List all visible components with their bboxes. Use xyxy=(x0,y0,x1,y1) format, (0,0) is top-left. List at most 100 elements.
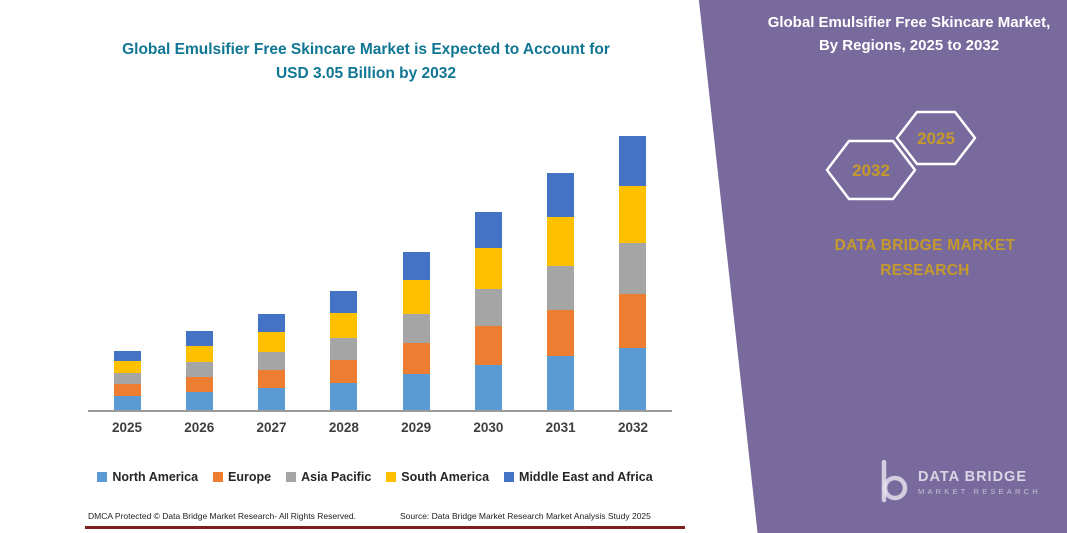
hexagon-2032-shape xyxy=(825,139,917,201)
bar-2029 xyxy=(402,251,430,410)
legend-label-north-america: North America xyxy=(112,470,199,484)
bar-slot-2028 xyxy=(321,291,367,410)
hex-year-2025: 2025 xyxy=(917,129,955,148)
legend-label-asia-pacific: Asia Pacific xyxy=(301,470,372,484)
legend-item-europe: Europe xyxy=(213,470,271,484)
segment-europe-2027 xyxy=(258,369,286,389)
segment-south-america-2029 xyxy=(402,280,430,314)
segment-middle-east-and-africa-2028 xyxy=(330,291,358,313)
dbmr-logo-icon xyxy=(881,460,908,503)
segment-asia-pacific-2027 xyxy=(258,351,286,370)
segment-middle-east-and-africa-2026 xyxy=(185,330,213,347)
bar-2027 xyxy=(258,313,286,410)
segment-asia-pacific-2025 xyxy=(113,373,141,384)
legend-swatch-middle-east-and-africa xyxy=(504,472,515,482)
bar-2032 xyxy=(619,135,647,410)
x-label-2029: 2029 xyxy=(401,420,432,435)
segment-south-america-2027 xyxy=(258,331,286,352)
segment-north-america-2031 xyxy=(547,356,575,410)
legend: North America Europe Asia Pacific South Ame… xyxy=(60,470,690,484)
segment-north-america-2030 xyxy=(474,365,502,410)
legend-item-middle-east-and-africa: Middle East and Africa xyxy=(504,470,653,484)
chart-title: Global Emulsifier Free Skincare Market i… xyxy=(122,41,610,83)
segment-south-america-2028 xyxy=(330,312,358,339)
segment-europe-2029 xyxy=(402,342,430,374)
legend-swatch-asia-pacific xyxy=(286,472,297,482)
bar-2030 xyxy=(474,212,502,410)
x-axis-labels: 2025 2026 2027 2028 2029 2030 2031 2032 xyxy=(88,420,672,435)
brand-text: DATA BRIDGE MARKET RESEARCH xyxy=(788,234,1062,284)
bar-2031 xyxy=(547,173,575,410)
bar-2028 xyxy=(330,291,358,410)
logo-name: DATA BRIDGE xyxy=(918,468,1028,485)
brand-line-2: RESEARCH xyxy=(880,261,970,279)
segment-middle-east-and-africa-2027 xyxy=(258,313,286,332)
segment-asia-pacific-2026 xyxy=(185,362,213,377)
segment-south-america-2025 xyxy=(113,360,141,374)
legend-swatch-north-america xyxy=(97,472,108,482)
segment-south-america-2031 xyxy=(547,216,575,267)
bar-slot-2025 xyxy=(104,350,150,410)
legend-item-north-america: North America xyxy=(97,470,198,484)
segment-asia-pacific-2029 xyxy=(402,313,430,343)
segment-asia-pacific-2028 xyxy=(330,338,358,360)
segment-south-america-2032 xyxy=(619,185,647,243)
segment-north-america-2028 xyxy=(330,383,358,410)
bar-2025 xyxy=(113,350,141,410)
legend-item-south-america: South America xyxy=(386,470,489,484)
x-label-2028: 2028 xyxy=(328,420,359,435)
x-label-2030: 2030 xyxy=(473,420,504,435)
segment-north-america-2029 xyxy=(402,374,430,410)
hexagons-graphic: 2032 2025 xyxy=(825,110,977,201)
logo-tagline: MARKET RESEARCH xyxy=(918,486,1041,496)
bar-slot-2029 xyxy=(393,251,439,410)
segment-south-america-2026 xyxy=(185,346,213,363)
segment-middle-east-and-africa-2032 xyxy=(619,135,647,186)
bar-slot-2027 xyxy=(249,313,295,410)
x-label-2027: 2027 xyxy=(256,420,287,435)
segment-middle-east-and-africa-2031 xyxy=(547,173,575,217)
dmca-notice: DMCA Protected © Data Bridge Market Rese… xyxy=(88,511,356,521)
year-hexagons: 2032 2025 xyxy=(823,98,993,210)
dbmr-logo-text: DATA BRIDGE MARKET RESEARCH xyxy=(918,469,1041,496)
segment-europe-2025 xyxy=(113,383,141,396)
segment-middle-east-and-africa-2030 xyxy=(474,212,502,249)
bar-2026 xyxy=(185,330,213,410)
segment-south-america-2030 xyxy=(474,248,502,290)
hexagon-2025-shape xyxy=(895,110,977,166)
segment-middle-east-and-africa-2025 xyxy=(113,350,141,361)
segment-europe-2030 xyxy=(474,326,502,365)
x-label-2026: 2026 xyxy=(184,420,215,435)
segment-europe-2028 xyxy=(330,359,358,383)
segment-north-america-2027 xyxy=(258,388,286,410)
panel-title: Global Emulsifier Free Skincare Market, … xyxy=(767,14,1051,54)
segment-asia-pacific-2030 xyxy=(474,289,502,327)
bar-plot xyxy=(88,130,672,412)
legend-label-europe: Europe xyxy=(228,470,272,484)
legend-item-asia-pacific: Asia Pacific xyxy=(286,470,371,484)
bar-slot-2032 xyxy=(610,135,656,410)
bar-slot-2031 xyxy=(538,173,584,410)
segment-europe-2031 xyxy=(547,310,575,356)
legend-swatch-europe xyxy=(213,472,224,482)
x-label-2032: 2032 xyxy=(617,420,648,435)
segment-asia-pacific-2031 xyxy=(547,266,575,311)
bar-slot-2026 xyxy=(176,330,222,410)
source-note: Source: Data Bridge Market Research Mark… xyxy=(400,511,651,521)
segment-europe-2032 xyxy=(619,293,647,348)
segment-europe-2026 xyxy=(185,376,213,392)
segment-north-america-2025 xyxy=(113,395,141,410)
bottom-red-rule xyxy=(85,526,685,529)
x-label-2031: 2031 xyxy=(545,420,576,435)
segment-middle-east-and-africa-2029 xyxy=(402,251,430,281)
segment-north-america-2032 xyxy=(619,347,647,410)
x-label-2025: 2025 xyxy=(111,420,143,435)
legend-label-south-america: South America xyxy=(401,470,490,484)
brand-line-1: DATA BRIDGE MARKET xyxy=(834,237,1016,254)
segment-north-america-2026 xyxy=(185,392,213,410)
segment-asia-pacific-2032 xyxy=(619,242,647,294)
legend-label-middle-east-and-africa: Middle East and Africa xyxy=(519,470,653,484)
dbmr-logo-block: DATA BRIDGE MARKET RESEARCH xyxy=(876,460,1061,504)
